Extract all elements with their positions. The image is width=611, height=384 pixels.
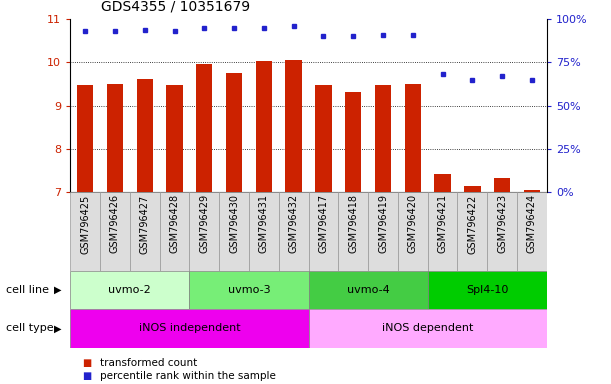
- Bar: [189, 192, 219, 271]
- Bar: [368, 192, 398, 271]
- Text: GSM796429: GSM796429: [199, 194, 210, 253]
- Bar: [226, 73, 243, 192]
- Text: GSM796431: GSM796431: [259, 194, 269, 253]
- Text: GSM796430: GSM796430: [229, 194, 239, 253]
- Bar: [70, 271, 189, 309]
- Text: uvmo-4: uvmo-4: [347, 285, 389, 295]
- Text: iNOS independent: iNOS independent: [139, 323, 240, 333]
- Text: cell line: cell line: [6, 285, 49, 295]
- Bar: [398, 192, 428, 271]
- Bar: [255, 61, 272, 192]
- Text: uvmo-2: uvmo-2: [109, 285, 151, 295]
- Text: cell type: cell type: [6, 323, 54, 333]
- Bar: [107, 84, 123, 192]
- Bar: [70, 192, 100, 271]
- Text: GSM796422: GSM796422: [467, 194, 477, 253]
- Bar: [309, 192, 338, 271]
- Bar: [279, 192, 309, 271]
- Text: GSM796419: GSM796419: [378, 194, 388, 253]
- Bar: [189, 271, 309, 309]
- Bar: [458, 192, 488, 271]
- Text: GSM796427: GSM796427: [140, 194, 150, 253]
- Text: ■: ■: [82, 358, 92, 368]
- Text: percentile rank within the sample: percentile rank within the sample: [100, 371, 276, 381]
- Text: uvmo-3: uvmo-3: [228, 285, 270, 295]
- Text: GDS4355 / 10351679: GDS4355 / 10351679: [101, 0, 250, 13]
- Text: ■: ■: [82, 371, 92, 381]
- Text: GSM796424: GSM796424: [527, 194, 537, 253]
- Bar: [404, 84, 421, 192]
- Text: ▶: ▶: [54, 323, 62, 333]
- Bar: [166, 85, 183, 192]
- Bar: [517, 192, 547, 271]
- Bar: [309, 309, 547, 348]
- Text: iNOS dependent: iNOS dependent: [382, 323, 474, 333]
- Bar: [434, 174, 451, 192]
- Bar: [159, 192, 189, 271]
- Bar: [345, 92, 362, 192]
- Bar: [428, 271, 547, 309]
- Bar: [488, 192, 517, 271]
- Bar: [219, 192, 249, 271]
- Bar: [315, 85, 332, 192]
- Bar: [70, 309, 309, 348]
- Bar: [285, 60, 302, 192]
- Bar: [428, 192, 458, 271]
- Text: Spl4-10: Spl4-10: [466, 285, 508, 295]
- Bar: [249, 192, 279, 271]
- Bar: [130, 192, 159, 271]
- Text: GSM796426: GSM796426: [110, 194, 120, 253]
- Text: GSM796428: GSM796428: [169, 194, 180, 253]
- Text: GSM796417: GSM796417: [318, 194, 329, 253]
- Bar: [375, 85, 391, 192]
- Text: transformed count: transformed count: [100, 358, 197, 368]
- Bar: [338, 192, 368, 271]
- Bar: [100, 192, 130, 271]
- Text: GSM796432: GSM796432: [288, 194, 299, 253]
- Bar: [494, 178, 510, 192]
- Bar: [309, 271, 428, 309]
- Text: GSM796421: GSM796421: [437, 194, 448, 253]
- Text: GSM796418: GSM796418: [348, 194, 358, 253]
- Bar: [77, 85, 93, 192]
- Bar: [196, 64, 213, 192]
- Text: GSM796425: GSM796425: [80, 194, 90, 253]
- Text: GSM796420: GSM796420: [408, 194, 418, 253]
- Bar: [136, 79, 153, 192]
- Bar: [524, 190, 540, 192]
- Text: GSM796423: GSM796423: [497, 194, 507, 253]
- Text: ▶: ▶: [54, 285, 62, 295]
- Bar: [464, 185, 481, 192]
